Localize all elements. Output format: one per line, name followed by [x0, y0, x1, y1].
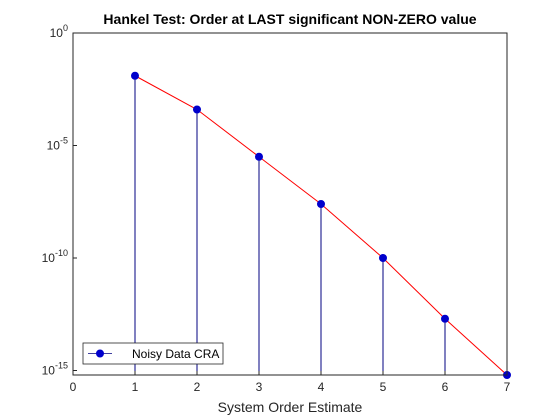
data-point-marker [441, 314, 449, 323]
data-point-marker [379, 254, 387, 262]
stems-group [134, 75, 446, 375]
data-point-marker [317, 200, 325, 208]
x-axis-ticks: 0 1 2 3 4 5 6 7 [70, 371, 511, 394]
y-tick-label: 100 [50, 23, 68, 40]
x-tick-label: 6 [442, 380, 449, 394]
x-tick-label: 1 [132, 380, 139, 394]
x-tick-label: 5 [380, 380, 387, 394]
data-point-marker [255, 152, 263, 161]
plot-area [73, 33, 507, 375]
y-tick-label: 10-15 [42, 361, 68, 378]
legend-box [82, 342, 224, 365]
legend: Noisy Data CRA [82, 342, 224, 365]
data-point-marker [193, 105, 201, 114]
markers-group [131, 71, 511, 379]
chart-title: Hankel Test: Order at LAST significant N… [103, 11, 476, 27]
y-axis-ticks: 100 10-5 10-10 10-15 [42, 23, 77, 378]
x-tick-label: 3 [256, 380, 263, 394]
x-axis-label: System Order Estimate [218, 399, 363, 415]
data-point-marker [131, 71, 139, 80]
y-tick-label: 10-5 [47, 136, 68, 153]
axes-box [72, 32, 508, 376]
x-tick-label: 2 [194, 380, 201, 394]
legend-label: Noisy Data CRA [132, 347, 219, 361]
y-tick-label: 10-10 [42, 248, 68, 265]
x-tick-label: 0 [70, 380, 77, 394]
x-tick-label: 4 [318, 380, 325, 394]
legend-marker [96, 349, 104, 358]
x-tick-label: 7 [504, 380, 511, 394]
